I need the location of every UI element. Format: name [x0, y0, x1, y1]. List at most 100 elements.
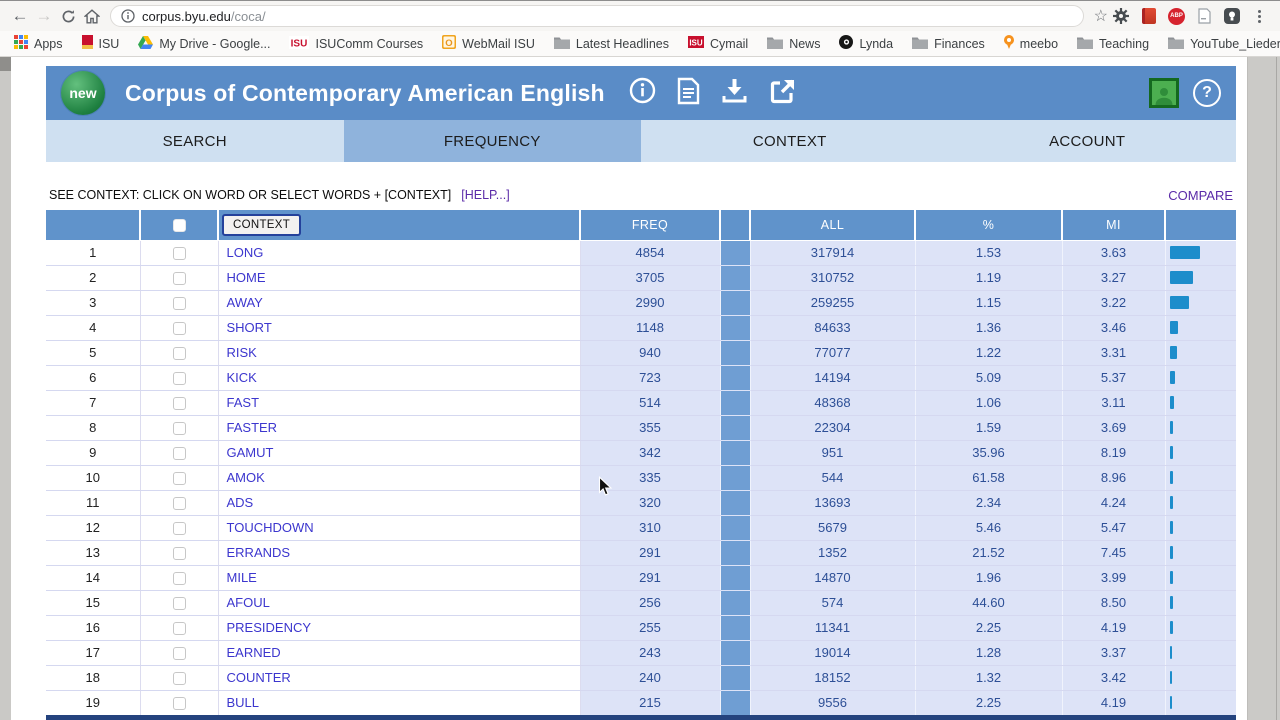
freq-cell: 3705: [580, 265, 721, 291]
row-checkbox[interactable]: [172, 622, 186, 636]
word-cell: ADS: [218, 490, 581, 516]
bookmark-item[interactable]: ISU ISUComm Courses: [289, 35, 423, 52]
word-link[interactable]: SHORT: [226, 320, 272, 335]
word-link[interactable]: KICK: [226, 370, 257, 385]
word-link[interactable]: AWAY: [226, 295, 263, 310]
word-link[interactable]: TOUCHDOWN: [226, 520, 314, 535]
bookmark-item[interactable]: Lynda: [839, 35, 893, 52]
row-checkbox[interactable]: [172, 422, 186, 436]
row-checkbox[interactable]: [172, 397, 186, 411]
see-context-instruction: SEE CONTEXT: CLICK ON WORD OR SELECT WOR…: [49, 188, 452, 202]
word-link[interactable]: ERRANDS: [226, 545, 291, 560]
home-button[interactable]: [80, 4, 104, 28]
word-link[interactable]: AFOUL: [226, 595, 270, 610]
row-checkbox[interactable]: [172, 697, 186, 711]
browser-menu-icon[interactable]: [1251, 8, 1268, 25]
freq-bar: [1169, 271, 1193, 284]
context-button[interactable]: CONTEXT: [222, 213, 302, 236]
word-link[interactable]: FAST: [226, 395, 260, 410]
settings-gear-icon[interactable]: [1112, 8, 1129, 25]
bookmark-item[interactable]: meebo: [1003, 35, 1058, 52]
tab-search[interactable]: SEARCH: [46, 120, 344, 162]
row-checkbox[interactable]: [172, 322, 186, 336]
row-checkbox[interactable]: [172, 247, 186, 261]
freq-bar: [1169, 446, 1173, 459]
word-link[interactable]: RISK: [226, 345, 257, 360]
row-checkbox[interactable]: [172, 497, 186, 511]
row-checkbox[interactable]: [172, 597, 186, 611]
frequency-table: CONTEXT FREQ ALL % MI 1 LONG 4854 317914…: [46, 210, 1236, 716]
refresh-button[interactable]: [56, 4, 80, 28]
word-link[interactable]: GAMUT: [226, 445, 274, 460]
bookmark-item[interactable]: My Drive - Google...: [138, 35, 270, 52]
word-link[interactable]: AMOK: [226, 470, 265, 485]
folder-icon: [1077, 36, 1094, 52]
header-pct[interactable]: %: [915, 210, 1063, 241]
row-checkbox[interactable]: [172, 522, 186, 536]
apps-grid-icon: [14, 35, 28, 52]
word-link[interactable]: ADS: [226, 495, 254, 510]
mi-cell: 8.19: [1062, 440, 1166, 466]
word-link[interactable]: FASTER: [226, 420, 278, 435]
reader-extension-icon[interactable]: [1140, 8, 1157, 25]
word-link[interactable]: LONG: [226, 245, 264, 260]
mi-cell: 8.96: [1062, 465, 1166, 491]
word-link[interactable]: MILE: [226, 570, 257, 585]
row-checkbox[interactable]: [172, 472, 186, 486]
tab-frequency[interactable]: FREQUENCY: [343, 120, 641, 162]
bookmark-label: Latest Headlines: [575, 36, 669, 51]
bookmark-item[interactable]: Finances: [912, 36, 985, 52]
all-cell: 574: [750, 590, 916, 616]
row-checkbox[interactable]: [172, 347, 186, 361]
word-link[interactable]: HOME: [226, 270, 266, 285]
page-extension-icon[interactable]: [1196, 8, 1213, 25]
row-checkbox[interactable]: [172, 272, 186, 286]
bookmark-item[interactable]: ISU: [81, 35, 119, 52]
header-mi[interactable]: MI: [1062, 210, 1166, 241]
word-link[interactable]: COUNTER: [226, 670, 291, 685]
header-freq[interactable]: FREQ: [580, 210, 721, 241]
row-checkbox[interactable]: [172, 572, 186, 586]
lighthouse-extension-icon[interactable]: [1224, 8, 1240, 24]
bookmark-item[interactable]: Teaching: [1077, 36, 1149, 52]
url-bar[interactable]: corpus.byu.edu/coca/: [110, 5, 1084, 27]
share-icon[interactable]: [769, 77, 797, 110]
tab-account[interactable]: ACCOUNT: [938, 120, 1236, 162]
separator-cell: [720, 265, 751, 291]
new-badge-logo[interactable]: new: [61, 71, 105, 115]
svg-text:ISU: ISU: [291, 38, 308, 49]
user-account-icon[interactable]: [1149, 78, 1179, 108]
row-checkbox[interactable]: [172, 672, 186, 686]
row-checkbox[interactable]: [172, 647, 186, 661]
tab-context[interactable]: CONTEXT: [641, 120, 939, 162]
back-button[interactable]: ←: [11, 6, 29, 25]
bookmark-star-icon[interactable]: ☆: [1093, 8, 1108, 25]
row-checkbox[interactable]: [172, 447, 186, 461]
bookmark-item[interactable]: O WebMail ISU: [442, 35, 535, 52]
word-link[interactable]: PRESIDENCY: [226, 620, 312, 635]
bookmark-item[interactable]: Apps: [14, 35, 63, 52]
select-all-checkbox[interactable]: [172, 218, 186, 232]
bookmark-item[interactable]: News: [767, 36, 820, 52]
help-link[interactable]: [HELP...]: [461, 188, 510, 202]
word-link[interactable]: BULL: [226, 695, 260, 710]
help-icon[interactable]: ?: [1193, 79, 1221, 107]
bookmark-item[interactable]: YouTube_Lieder: [1168, 36, 1280, 52]
bookmark-item[interactable]: ISU Cymail: [688, 36, 748, 51]
download-icon[interactable]: [721, 77, 748, 109]
row-checkbox[interactable]: [172, 297, 186, 311]
document-icon[interactable]: [677, 77, 700, 110]
table-bottom-strip: [46, 715, 1236, 720]
adblock-abp-icon[interactable]: ABP: [1168, 7, 1185, 25]
info-icon[interactable]: [629, 77, 656, 109]
page-info-icon[interactable]: [121, 9, 135, 23]
forward-button[interactable]: →: [35, 6, 53, 25]
row-number: 5: [46, 340, 141, 366]
header-all[interactable]: ALL: [750, 210, 916, 241]
compare-link[interactable]: COMPARE: [1168, 187, 1233, 203]
row-checkbox[interactable]: [172, 372, 186, 386]
page-scrollbar[interactable]: [1247, 57, 1280, 720]
word-link[interactable]: EARNED: [226, 645, 281, 660]
bookmark-item[interactable]: Latest Headlines: [553, 36, 669, 52]
row-checkbox[interactable]: [172, 547, 186, 561]
